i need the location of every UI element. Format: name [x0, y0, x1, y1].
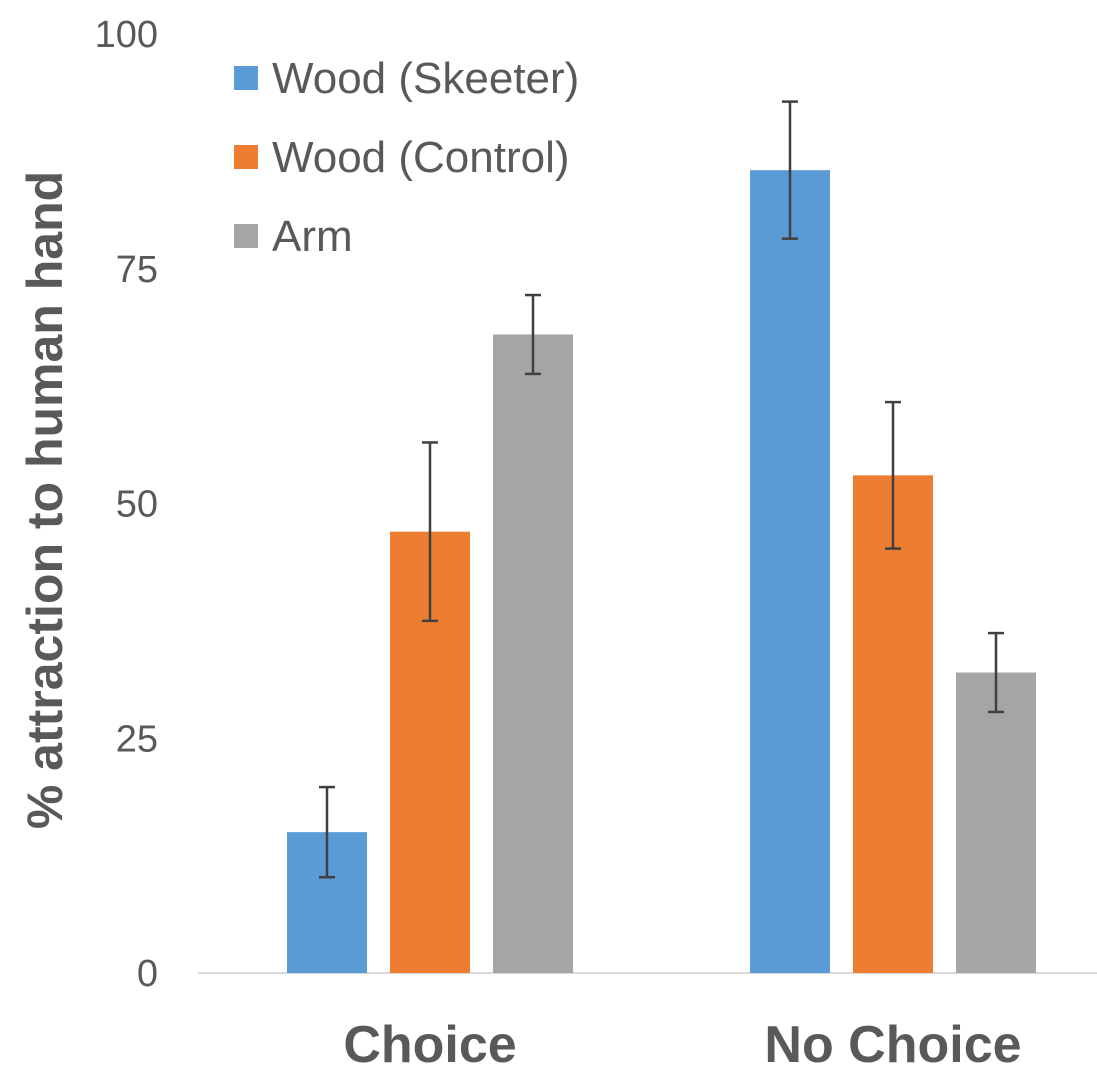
category-labels: Choice No Choice [343, 1016, 1021, 1073]
y-tick-label: 100 [95, 14, 158, 56]
legend-label: Arm [272, 212, 353, 261]
bars [287, 170, 1036, 974]
bar [493, 334, 573, 974]
y-tick-label: 25 [116, 718, 158, 760]
y-tick-label: 50 [116, 484, 158, 526]
legend-swatch [234, 66, 258, 90]
legend-swatch [234, 224, 258, 248]
x-category-label: Choice [343, 1016, 516, 1073]
legend-label: Wood (Control) [272, 133, 570, 182]
legend-label: Wood (Skeeter) [272, 54, 579, 103]
legend: Wood (Skeeter) Wood (Control) Arm [234, 54, 579, 261]
x-category-label: No Choice [764, 1016, 1021, 1073]
y-tick-label: 75 [116, 249, 158, 291]
y-tick-label: 0 [137, 953, 158, 995]
bar [956, 672, 1036, 973]
y-axis-title: % attraction to human hand [17, 171, 73, 829]
y-axis-title-group: % attraction to human hand [17, 171, 73, 829]
y-tick-labels: 0 25 50 75 100 [95, 14, 158, 995]
bar [750, 170, 830, 973]
error-bars [319, 100, 1004, 879]
bar [853, 475, 933, 973]
legend-swatch [234, 145, 258, 169]
